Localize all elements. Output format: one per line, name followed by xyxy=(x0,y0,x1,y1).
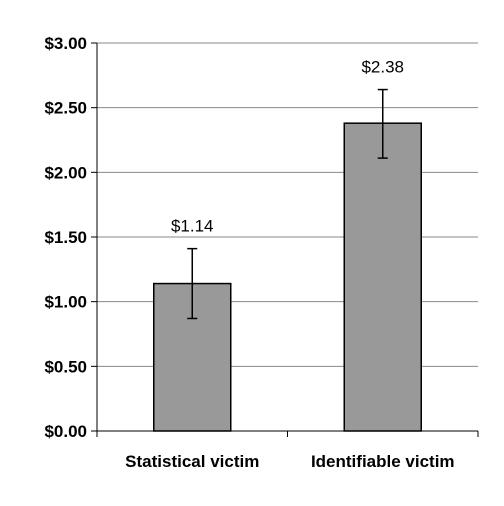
y-tick-label: $0.00 xyxy=(44,422,87,441)
x-category-label: Identifiable victim xyxy=(311,452,455,471)
bar xyxy=(343,122,422,432)
y-tick-label: $0.50 xyxy=(44,357,87,376)
y-tick-label: $1.00 xyxy=(44,293,87,312)
bars xyxy=(153,88,422,432)
y-tick-label: $3.00 xyxy=(44,34,87,53)
data-label: $2.38 xyxy=(361,58,404,77)
y-tick-label: $2.50 xyxy=(44,99,87,118)
data-label: $1.14 xyxy=(171,217,214,236)
y-tick-label: $2.00 xyxy=(44,163,87,182)
labels: $0.00 $0.50 $1.00 $1.50 $2.00 $2.50 $3.00 $1.14… xyxy=(44,34,454,471)
x-category-label: Statistical victim xyxy=(125,452,259,471)
y-tick-label: $1.50 xyxy=(44,228,87,247)
